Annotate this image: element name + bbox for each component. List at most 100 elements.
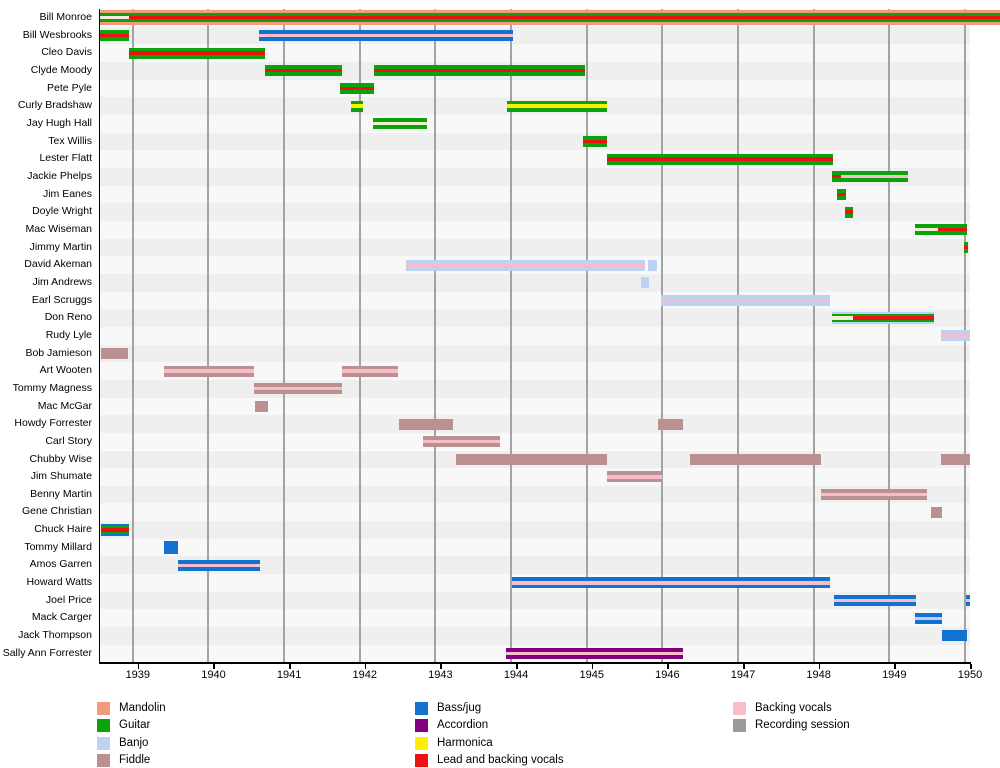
axis-tick [591, 664, 594, 670]
member-label: Jackie Phelps [27, 169, 92, 182]
member-label: Jimmy Martin [29, 240, 92, 253]
gridline [434, 9, 437, 663]
member-row [100, 220, 970, 239]
bar-stripe [342, 365, 399, 370]
legend-label: Mandolin [119, 702, 166, 714]
timeline-bar [351, 100, 364, 112]
bar-stripe [373, 69, 585, 73]
member-row [100, 291, 970, 310]
bar-stripe [647, 259, 657, 271]
bar-stripe [258, 37, 514, 41]
timeline-bar [914, 612, 942, 624]
legend-label: Recording session [755, 719, 850, 732]
member-label: Art Wooten [39, 364, 92, 377]
year-label: 1950 [957, 669, 983, 682]
bar-stripe [342, 372, 399, 377]
bar-stripe [833, 595, 917, 599]
member-label: Cleo Davis [41, 46, 92, 59]
legend-label: Fiddle [119, 753, 151, 766]
gridline [812, 9, 815, 663]
timeline-bar [100, 523, 129, 536]
gridline [737, 9, 740, 663]
member-row [100, 26, 970, 45]
timeline-bar [941, 330, 970, 342]
year-label: 1943 [428, 669, 453, 682]
member-label: Chuck Haire [34, 523, 92, 536]
member-label: Sally Ann Forrester [2, 646, 92, 659]
bar-stripe [852, 313, 935, 317]
bar-stripe [100, 19, 129, 23]
bar-stripe [258, 29, 514, 34]
bar-stripe [351, 107, 364, 112]
bar-stripe [931, 506, 942, 518]
legend-item-banjo: Banjo [97, 736, 166, 750]
bar-stripe [100, 13, 129, 17]
bar-stripe [582, 135, 607, 140]
bar-stripe [128, 19, 1000, 23]
year-label: 1944 [503, 669, 529, 682]
legend-column: Mandolin Guitar Banjo Fiddle [97, 702, 166, 768]
timeline-bar [690, 453, 821, 465]
member-label: David Akeman [24, 258, 92, 271]
member-label: Mac McGar [37, 399, 92, 412]
member-label: Jim Andrews [32, 275, 92, 288]
member-label: Gene Christian [21, 505, 92, 518]
member-row [100, 432, 970, 451]
bar-stripe [845, 206, 853, 211]
bar-stripe [640, 277, 650, 289]
bar-stripe [264, 69, 343, 73]
timeline-bar [128, 13, 1000, 23]
bar-stripe [606, 153, 834, 158]
timeline-bar [963, 241, 968, 253]
member-row [100, 185, 970, 204]
bar-stripe [606, 478, 663, 483]
timeline-bar [836, 188, 846, 200]
bar-stripe [342, 369, 399, 373]
bar-stripe [255, 400, 268, 412]
bar-stripe [963, 245, 968, 250]
gridline [585, 9, 588, 663]
bar-stripe [506, 107, 607, 112]
bar-stripe [100, 534, 129, 536]
member-row [100, 326, 970, 345]
bar-stripe [841, 171, 908, 176]
member-row [100, 627, 970, 645]
bar-stripe [852, 319, 935, 323]
axis-tick [137, 664, 140, 670]
timeline-bar [255, 400, 268, 412]
timeline-bar [647, 259, 657, 271]
member-row [100, 485, 970, 504]
member-row [100, 591, 970, 610]
plot-left-border [98, 9, 101, 663]
bar-stripe [914, 224, 939, 229]
bar-stripe [405, 266, 645, 271]
bar-stripe [852, 312, 935, 314]
session-swatch [733, 719, 746, 733]
member-row [100, 238, 970, 257]
timeline-bar [373, 65, 585, 77]
bar-stripe [832, 316, 853, 320]
year-label: 1941 [276, 669, 302, 682]
timeline-bar [941, 453, 970, 465]
timeline-bar [832, 312, 853, 325]
member-label: Jim Shumate [30, 470, 92, 483]
member-label: Jim Eanes [42, 187, 92, 200]
legend-label: Banjo [119, 736, 149, 749]
bar-stripe [914, 612, 942, 617]
bar-stripe [423, 436, 501, 440]
year-label: 1942 [352, 669, 377, 682]
bar-stripe [128, 47, 265, 52]
member-label: Pete Pyle [47, 81, 92, 94]
bar-stripe [128, 13, 1000, 17]
bar-stripe [845, 210, 853, 214]
bar-stripe [164, 369, 255, 373]
timeline-bar [852, 312, 935, 325]
legend-item-accordion: Accordion [415, 719, 564, 733]
bar-stripe [941, 334, 970, 338]
timeline-bar [833, 595, 917, 607]
backing-swatch [733, 702, 746, 715]
axis-tick [667, 664, 669, 670]
member-row [100, 344, 970, 363]
axis-tick [364, 664, 367, 670]
